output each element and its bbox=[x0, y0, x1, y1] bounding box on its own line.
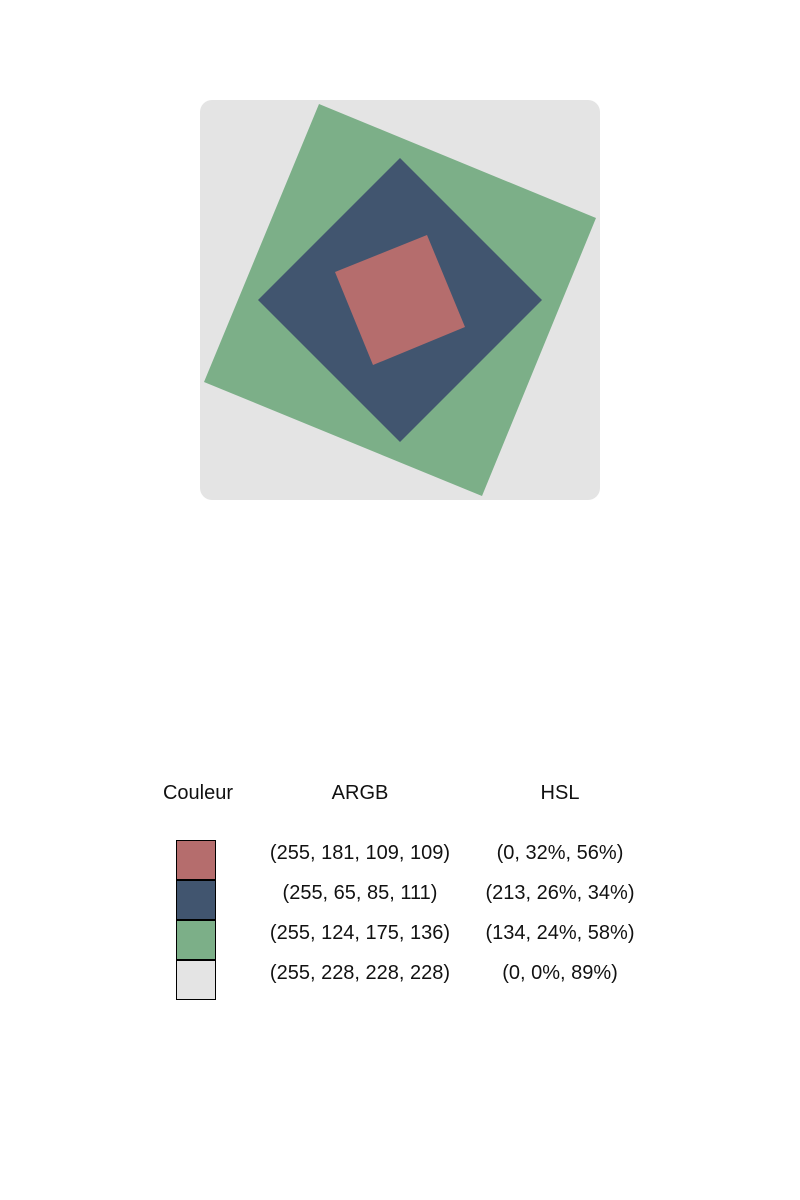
color-swatch-green bbox=[176, 920, 216, 960]
argb-value-red: (255, 181, 109, 109) bbox=[269, 842, 451, 864]
color-swatch-gray bbox=[176, 960, 216, 1000]
hsl-value-navy: (213, 26%, 34%) bbox=[485, 882, 635, 904]
red-rotated-square bbox=[335, 235, 465, 365]
color-swatch-navy bbox=[176, 880, 216, 920]
argb-value-gray: (255, 228, 228, 228) bbox=[269, 962, 451, 984]
rotated-squares-artwork bbox=[200, 100, 600, 500]
hsl-value-gray: (0, 0%, 89%) bbox=[502, 962, 618, 984]
header-argb: ARGB bbox=[331, 782, 389, 804]
argb-value-navy: (255, 65, 85, 111) bbox=[282, 882, 438, 904]
hsl-value-green: (134, 24%, 58%) bbox=[485, 922, 635, 944]
argb-value-green: (255, 124, 175, 136) bbox=[269, 922, 451, 944]
header-color: Couleur bbox=[162, 782, 234, 804]
hsl-value-red: (0, 32%, 56%) bbox=[496, 842, 624, 864]
header-hsl: HSL bbox=[540, 782, 580, 804]
color-swatch-red bbox=[176, 840, 216, 880]
